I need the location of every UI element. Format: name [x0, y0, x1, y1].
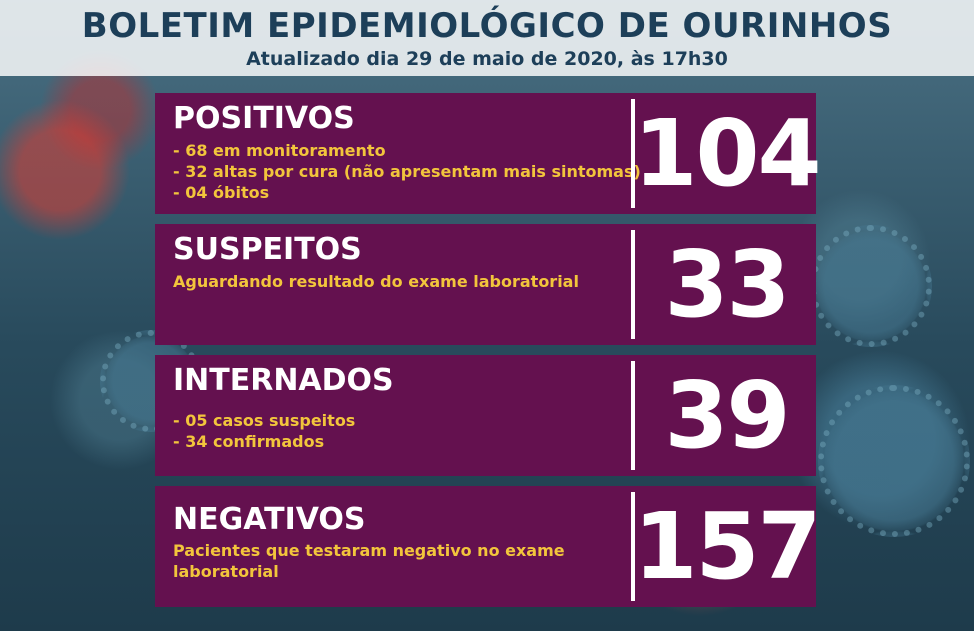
- card-negativos: NEGATIVOS Pacientes que testaram negativ…: [155, 486, 822, 607]
- card-details: - 05 casos suspeitos - 34 confirmados: [173, 410, 355, 452]
- page-title: BOLETIM EPIDEMIOLÓGICO DE OURINHOS: [81, 6, 893, 46]
- detail-line: - 32 altas por cura (não apresentam mais…: [173, 162, 641, 181]
- card-label: SUSPEITOS: [173, 232, 362, 267]
- card-count: 39: [664, 362, 790, 469]
- card-count: 157: [633, 493, 821, 600]
- card-divider: [631, 492, 635, 601]
- card-details: - 68 em monitoramento - 32 altas por cur…: [173, 140, 641, 203]
- header-banner: BOLETIM EPIDEMIOLÓGICO DE OURINHOS Atual…: [0, 0, 974, 76]
- card-internados: INTERNADOS - 05 casos suspeitos - 34 con…: [155, 355, 816, 476]
- card-divider: [631, 99, 635, 208]
- card-label: POSITIVOS: [173, 101, 355, 136]
- card-suspeitos: SUSPEITOS Aguardando resultado do exame …: [155, 224, 816, 345]
- virus-illustration: [818, 385, 970, 537]
- card-positivos: POSITIVOS - 68 em monitoramento - 32 alt…: [155, 93, 822, 214]
- card-divider: [631, 230, 635, 339]
- card-details: Aguardando resultado do exame laboratori…: [173, 271, 579, 292]
- detail-line: - 68 em monitoramento: [173, 141, 386, 160]
- card-details: Pacientes que testaram negativo no exame…: [173, 540, 565, 582]
- card-label: NEGATIVOS: [173, 502, 366, 537]
- card-count: 33: [664, 231, 790, 338]
- virus-illustration: [810, 225, 932, 347]
- card-count: 104: [633, 100, 821, 207]
- detail-line: - 34 confirmados: [173, 432, 325, 451]
- detail-line: - 04 óbitos: [173, 183, 270, 202]
- detail-line: Aguardando resultado do exame laboratori…: [173, 272, 579, 291]
- detail-line: - 05 casos suspeitos: [173, 411, 356, 430]
- update-timestamp: Atualizado dia 29 de maio de 2020, às 17…: [246, 48, 728, 70]
- card-divider: [631, 361, 635, 470]
- card-label: INTERNADOS: [173, 363, 394, 398]
- detail-line: Pacientes que testaram negativo no exame: [173, 541, 565, 560]
- detail-line: laboratorial: [173, 562, 279, 581]
